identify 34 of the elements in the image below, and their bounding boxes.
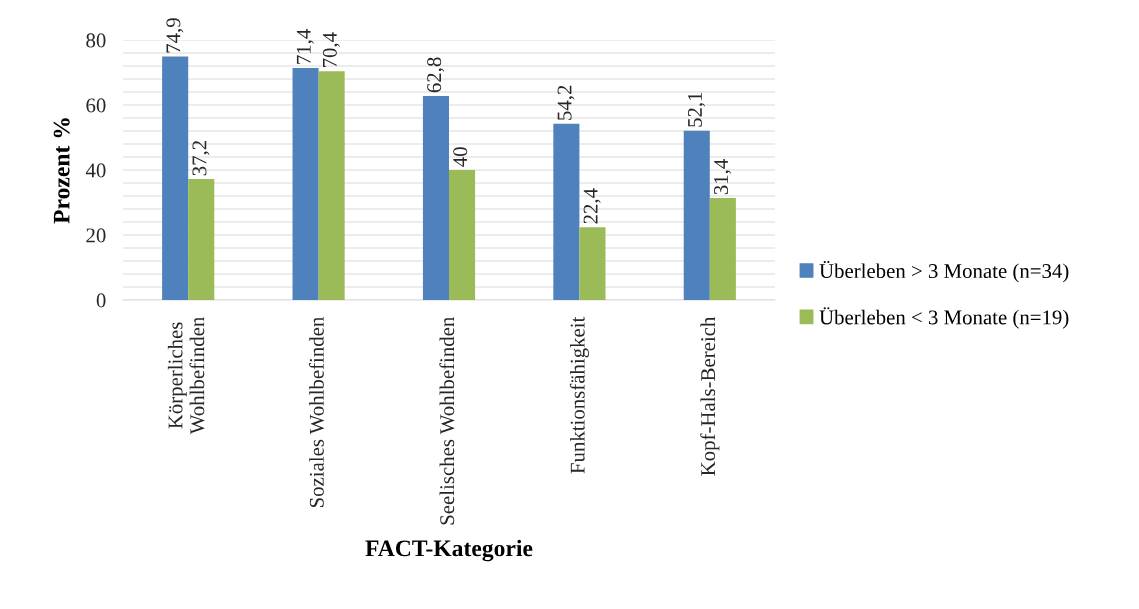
bar — [449, 170, 476, 300]
data-label: 71,4 — [296, 29, 314, 64]
bar — [162, 56, 189, 300]
data-label: 62,8 — [427, 57, 445, 93]
bar — [292, 67, 319, 300]
legend-label: Überleben < 3 Monate (n=19) — [819, 307, 1069, 329]
bar — [709, 197, 736, 300]
bar — [422, 95, 449, 300]
data-label: 31,4 — [714, 159, 732, 195]
data-label: 22,4 — [583, 188, 601, 224]
bar — [318, 71, 345, 300]
data-label: 52,1 — [687, 92, 705, 127]
x-tick-label: Kopf-Hals-Bereich — [700, 316, 720, 476]
data-label: 54,2 — [557, 85, 575, 120]
y-tick-label: 20 — [86, 228, 106, 243]
x-tick-label: Seelisches Wohlbefinden — [439, 316, 455, 525]
bar — [683, 130, 710, 300]
x-tick-label: Funktionsfähigkeit — [569, 316, 589, 474]
legend-label: Überleben > 3 Monate (n=34) — [819, 260, 1069, 283]
y-tick-label: 80 — [86, 33, 106, 48]
y-tick-label: 40 — [85, 163, 106, 178]
y-tick-label: 60 — [86, 98, 106, 113]
bar — [553, 123, 580, 300]
data-label: 70,4 — [322, 32, 340, 68]
data-label: 40 — [453, 147, 468, 167]
y-axis-title: Prozent % — [53, 118, 70, 224]
bar — [579, 227, 606, 300]
y-tick-label: 0 — [96, 293, 106, 308]
x-tick-label: Körperliches Wohlbefinden — [167, 316, 205, 435]
x-axis-title: FACT-Kategorie — [365, 539, 533, 562]
x-tick-label: Soziales Wohlbefinden — [308, 316, 324, 508]
data-label: 37,2 — [192, 141, 210, 176]
data-label: 74,9 — [166, 18, 184, 53]
bar — [188, 179, 215, 300]
